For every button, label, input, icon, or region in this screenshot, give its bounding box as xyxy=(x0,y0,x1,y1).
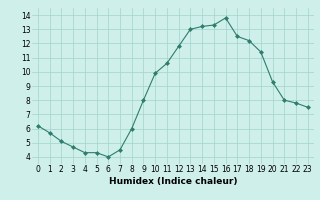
X-axis label: Humidex (Indice chaleur): Humidex (Indice chaleur) xyxy=(108,177,237,186)
